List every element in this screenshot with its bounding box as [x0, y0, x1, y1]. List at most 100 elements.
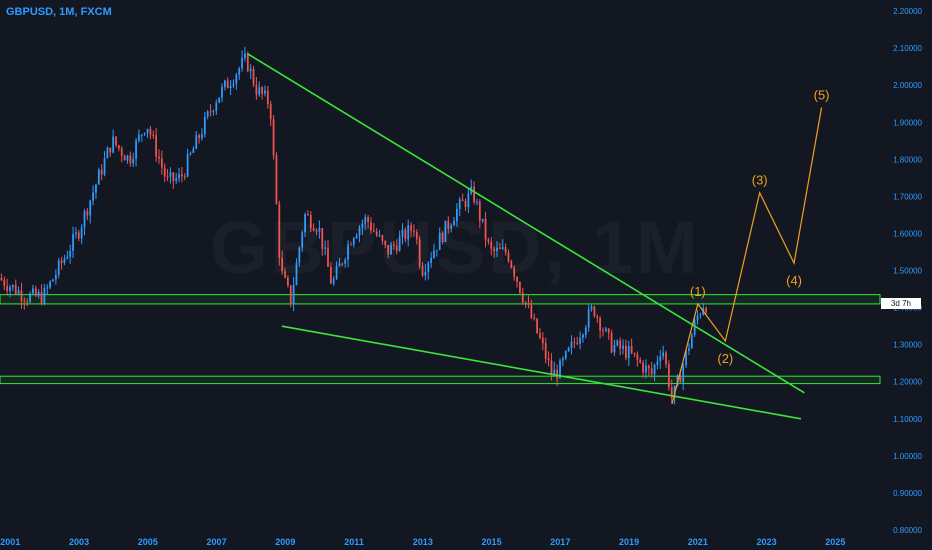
- candle-body: [604, 328, 607, 332]
- candle-body: [533, 317, 536, 319]
- candle-body: [264, 90, 266, 94]
- candle-body: [384, 240, 387, 245]
- candle-body: [355, 235, 358, 239]
- candle-body: [57, 260, 60, 275]
- candle-body: [272, 119, 275, 156]
- candle-body: [183, 176, 186, 178]
- candle-body: [23, 300, 26, 302]
- candle-body: [181, 174, 183, 177]
- candle-body: [367, 217, 369, 223]
- candle-body: [579, 337, 581, 344]
- candle-body: [576, 342, 579, 344]
- candle-body: [278, 203, 281, 259]
- candle-body: [60, 260, 63, 263]
- candle-body: [175, 178, 178, 181]
- x-tick-label: 2011: [344, 537, 364, 547]
- x-tick-label: 2007: [207, 537, 227, 547]
- y-tick-label: 1.30000: [893, 341, 922, 350]
- candle-body: [410, 225, 412, 231]
- candle-body: [152, 134, 155, 136]
- candle-body: [40, 291, 43, 304]
- candle-body: [501, 247, 504, 249]
- candle-body: [493, 248, 496, 252]
- candle-body: [622, 345, 624, 349]
- y-tick-label: 1.90000: [893, 118, 922, 127]
- candle-body: [49, 281, 52, 288]
- candle-body: [172, 172, 175, 181]
- candle-body: [456, 208, 458, 222]
- candle-body: [582, 334, 584, 338]
- candle-body: [232, 83, 235, 86]
- candle-body: [80, 227, 83, 239]
- candle-body: [481, 218, 484, 221]
- candle-body: [206, 111, 209, 117]
- candle-body: [86, 211, 89, 216]
- candle-body: [559, 360, 561, 379]
- candle-body: [9, 287, 11, 291]
- x-tick-label: 2001: [0, 537, 20, 547]
- candle-body: [653, 364, 656, 375]
- candle-body: [705, 307, 708, 312]
- candle-body: [166, 176, 169, 178]
- candle-body: [647, 365, 650, 369]
- candle-body: [662, 352, 665, 357]
- candle-body: [602, 330, 604, 332]
- candle-body: [335, 266, 338, 279]
- candle-body: [490, 241, 493, 249]
- candle-body: [504, 247, 507, 253]
- candle-body: [332, 278, 335, 284]
- candle-body: [570, 341, 573, 348]
- candle-body: [307, 214, 309, 216]
- candle-body: [390, 244, 392, 255]
- candle-body: [341, 263, 344, 265]
- candle-body: [32, 288, 34, 294]
- symbol-title[interactable]: GBPUSD, 1M, FXCM: [6, 6, 112, 18]
- candle-body: [564, 351, 567, 359]
- candle-body: [106, 147, 109, 159]
- candle-body: [364, 217, 367, 224]
- candle-body: [378, 235, 381, 237]
- candle-body: [17, 290, 20, 294]
- candle-body: [521, 292, 524, 303]
- candle-body: [665, 352, 667, 365]
- candle-body: [519, 282, 521, 293]
- wave-label: (4): [786, 273, 802, 288]
- candle-body: [696, 315, 699, 321]
- candle-body: [395, 245, 398, 251]
- candle-body: [69, 250, 72, 257]
- candle-body: [616, 340, 619, 346]
- candle-body: [487, 239, 490, 242]
- y-tick-label: 0.90000: [893, 489, 922, 498]
- y-tick-label: 1.80000: [893, 155, 922, 164]
- candle-body: [72, 234, 74, 251]
- candle-body: [89, 200, 92, 216]
- candle-body: [223, 80, 226, 87]
- y-tick-label: 1.10000: [893, 415, 922, 424]
- candle-body: [189, 152, 192, 155]
- wave-label: (2): [717, 351, 733, 366]
- candle-body: [37, 291, 40, 296]
- candle-body: [553, 369, 556, 375]
- wave-label: (5): [814, 87, 830, 102]
- candle-body: [244, 53, 246, 59]
- candle-body: [682, 365, 685, 383]
- support-zone-1: [0, 294, 881, 305]
- candle-body: [613, 345, 616, 353]
- candle-body: [54, 274, 57, 280]
- candle-body: [642, 362, 644, 373]
- candle-body: [209, 111, 212, 113]
- candle-body: [630, 345, 633, 353]
- candle-body: [192, 148, 195, 153]
- support-zones: [0, 294, 881, 385]
- candle-body: [295, 262, 298, 286]
- candle-body: [433, 250, 435, 259]
- candle-body: [496, 247, 498, 252]
- candle-body: [203, 116, 206, 135]
- candle-body: [567, 347, 570, 352]
- elliott-wave-path: [671, 107, 823, 405]
- candle-body: [427, 262, 430, 272]
- candle-body: [29, 293, 31, 302]
- candle-body: [679, 375, 682, 383]
